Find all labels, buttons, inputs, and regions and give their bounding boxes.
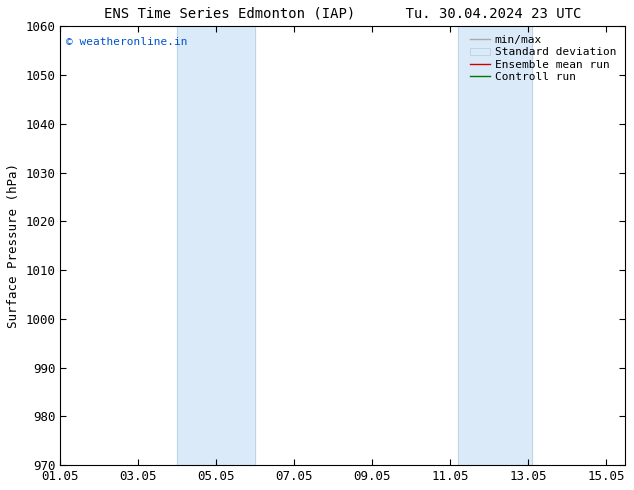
Y-axis label: Surface Pressure (hPa): Surface Pressure (hPa)	[7, 163, 20, 328]
Bar	[178, 26, 255, 465]
Bar	[458, 26, 532, 465]
Title: ENS Time Series Edmonton (IAP)      Tu. 30.04.2024 23 UTC: ENS Time Series Edmonton (IAP) Tu. 30.04…	[104, 7, 581, 21]
Legend: min/max, Standard deviation, Ensemble mean run, Controll run: min/max, Standard deviation, Ensemble me…	[467, 32, 619, 85]
Text: © weatheronline.in: © weatheronline.in	[66, 37, 188, 47]
